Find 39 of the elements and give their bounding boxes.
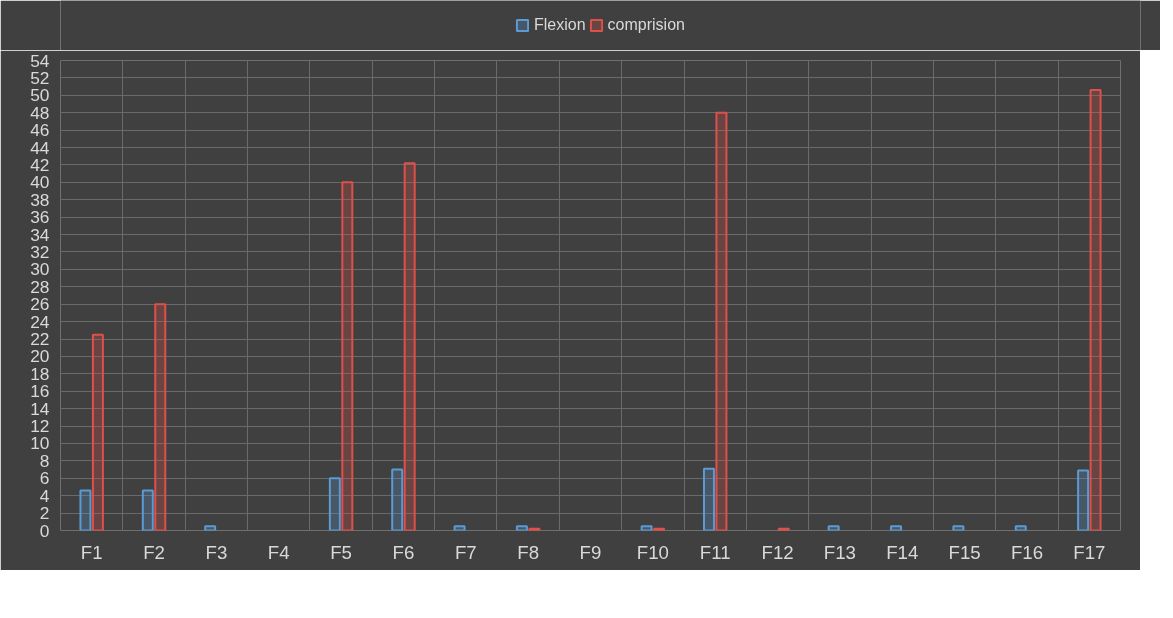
x-tick-label: F15 bbox=[948, 541, 981, 563]
bar bbox=[952, 525, 965, 531]
bar bbox=[515, 525, 528, 531]
bar bbox=[391, 468, 404, 531]
legend-label: Flexion bbox=[534, 16, 586, 34]
bar bbox=[154, 303, 167, 531]
bar bbox=[1014, 525, 1027, 531]
bar bbox=[702, 467, 715, 531]
x-tick-label: F13 bbox=[823, 541, 856, 563]
x-tick-label: F16 bbox=[1010, 541, 1044, 563]
bar bbox=[403, 162, 416, 531]
x-tick-label: F2 bbox=[143, 541, 165, 563]
x-tick-label: F5 bbox=[330, 541, 352, 563]
bar bbox=[141, 489, 154, 531]
legend-label: comprision bbox=[607, 16, 685, 34]
x-tick-label: F3 bbox=[205, 541, 228, 563]
bar bbox=[453, 525, 466, 531]
bar bbox=[341, 181, 354, 531]
x-tick-label: F7 bbox=[454, 541, 477, 563]
bar bbox=[827, 525, 840, 531]
bar bbox=[204, 525, 217, 531]
x-tick-label: F14 bbox=[886, 541, 919, 563]
bar bbox=[91, 333, 104, 531]
x-tick-label: F4 bbox=[267, 541, 290, 563]
bar bbox=[640, 525, 653, 531]
x-tick-label: F9 bbox=[579, 541, 602, 563]
bar bbox=[1077, 469, 1090, 531]
bar bbox=[328, 477, 341, 531]
x-tick-label: F17 bbox=[1073, 541, 1106, 563]
x-tick-label: F11 bbox=[699, 541, 731, 563]
x-tick-label: F1 bbox=[80, 541, 103, 563]
bar bbox=[890, 525, 903, 531]
x-tick-label: F12 bbox=[761, 541, 794, 563]
bar bbox=[715, 111, 728, 531]
x-tick-label: F10 bbox=[636, 541, 669, 563]
bar bbox=[79, 489, 92, 531]
x-tick-label: F6 bbox=[392, 541, 415, 563]
x-tick-label: F8 bbox=[517, 541, 540, 563]
bar bbox=[1089, 89, 1102, 531]
